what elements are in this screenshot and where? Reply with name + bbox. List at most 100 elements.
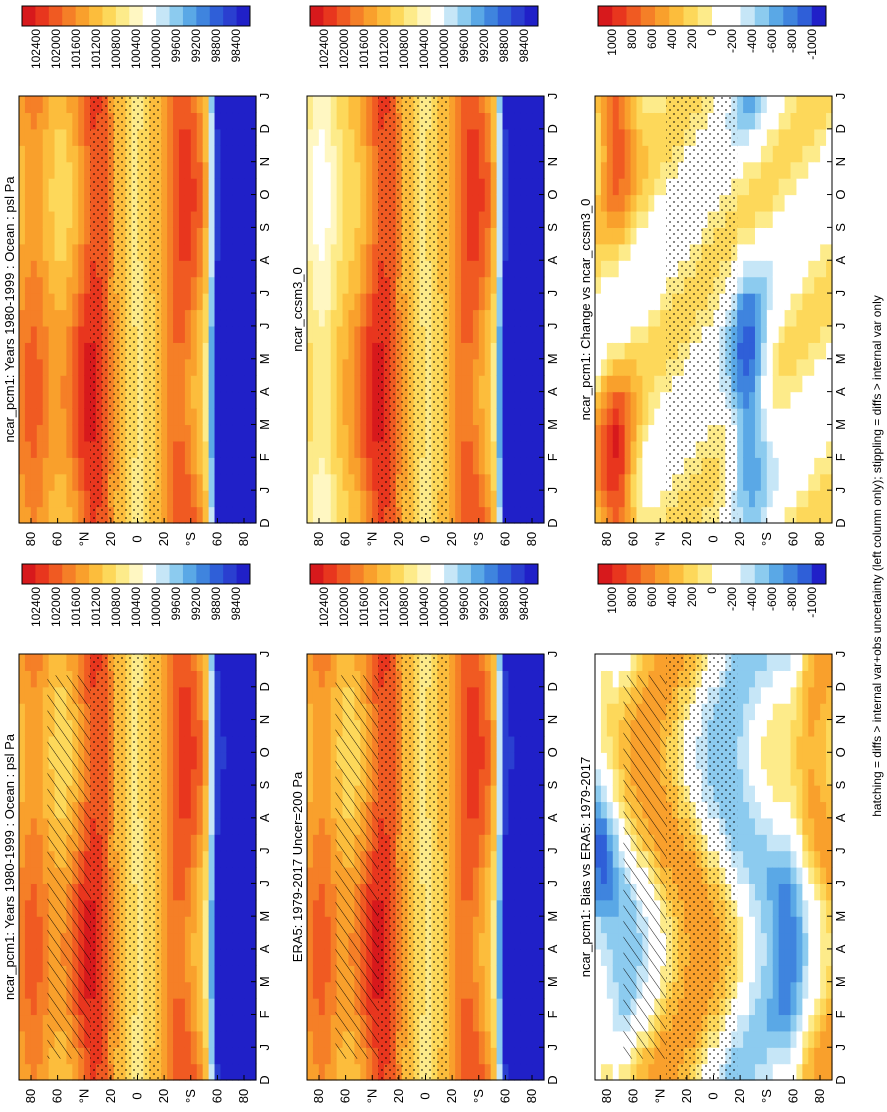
heatmap-cell <box>250 96 257 114</box>
heatmap-cell <box>330 883 338 901</box>
heatmap-cell <box>496 457 504 475</box>
heatmap-cell <box>508 752 515 770</box>
heatmap-cell <box>330 850 338 868</box>
heatmap-cell <box>24 735 32 753</box>
heatmap-cell <box>214 161 222 179</box>
heatmap-cell <box>312 785 320 803</box>
heatmap-cell <box>161 850 168 868</box>
heatmap-cell <box>202 981 210 999</box>
heatmap-cell <box>312 408 320 426</box>
heatmap-cell <box>514 932 521 950</box>
heatmap-cell <box>526 243 533 261</box>
heatmap-cell <box>595 735 602 753</box>
heatmap-cell <box>60 457 67 475</box>
heatmap-cell <box>496 325 504 343</box>
heatmap-cell <box>214 194 222 212</box>
heatmap-cell <box>490 834 498 852</box>
heatmap-cell <box>19 293 26 311</box>
heatmap-cell <box>190 128 198 146</box>
heatmap-cell <box>66 325 73 343</box>
heatmap-cell <box>324 719 332 737</box>
heatmap-cell <box>226 998 233 1016</box>
heatmap-cell <box>226 932 233 950</box>
heatmap-cell <box>455 96 462 114</box>
heatmap-cell <box>307 867 314 884</box>
heatmap-cell <box>214 932 222 950</box>
heatmap-cell <box>484 719 492 737</box>
heatmap-cell <box>232 719 239 737</box>
heatmap-cell <box>238 670 245 688</box>
heatmap-cell <box>330 752 338 770</box>
heatmap-cell <box>372 128 379 146</box>
heatmap-cell <box>42 210 50 228</box>
colorbar-swatch <box>196 564 211 584</box>
heatmap-cell <box>472 801 480 819</box>
heatmap-cell <box>250 145 257 163</box>
heatmap-cell <box>72 112 79 130</box>
month-tick-label: S <box>257 223 272 232</box>
heatmap-cell <box>532 768 539 786</box>
heatmap-cell <box>173 932 180 950</box>
heatmap-cell <box>72 424 79 442</box>
heatmap-cell <box>178 883 186 901</box>
heatmap-cell <box>196 440 204 458</box>
heatmap-cell <box>36 948 44 966</box>
colorbar-tick-label: 102400 <box>317 29 331 69</box>
heatmap-cell <box>214 260 222 278</box>
heatmap-cell <box>502 703 510 721</box>
heatmap-cell <box>520 490 527 508</box>
heatmap-cell <box>167 867 174 884</box>
heatmap-cell <box>190 768 198 786</box>
heatmap-cell <box>318 358 326 376</box>
heatmap-cell <box>24 490 32 508</box>
heatmap-cell <box>36 194 44 212</box>
heatmap-cell <box>232 948 239 966</box>
heatmap-cell <box>538 998 545 1016</box>
heatmap-cell <box>612 932 620 950</box>
heatmap-cell <box>226 703 233 721</box>
heatmap-cell <box>466 473 474 491</box>
heatmap-cell <box>196 981 204 999</box>
heatmap-cell <box>190 440 198 458</box>
heatmap-cell <box>455 358 462 376</box>
heatmap-cell <box>232 408 239 426</box>
colorbar-swatch <box>75 6 90 26</box>
heatmap-cell <box>250 178 257 196</box>
heatmap-cell <box>24 785 32 803</box>
heatmap-cell <box>238 391 245 409</box>
colorbar-swatch <box>377 6 391 26</box>
heatmap-cell <box>520 785 527 803</box>
heatmap-cell <box>312 981 320 999</box>
heatmap-cell <box>496 342 504 360</box>
heatmap-cell <box>42 867 50 884</box>
heatmap-cell <box>532 654 539 671</box>
heatmap-cell <box>36 145 44 163</box>
heatmap-cell <box>24 686 32 704</box>
heatmap-cell <box>478 457 486 475</box>
heatmap-cell <box>226 243 233 261</box>
heatmap-cell <box>307 801 314 819</box>
heatmap-cell <box>202 965 210 983</box>
heatmap-cell <box>496 850 504 868</box>
heatmap-cell <box>348 408 355 426</box>
heatmap-cell <box>30 1047 38 1065</box>
heatmap-cell <box>630 1063 638 1081</box>
heatmap-cell <box>30 1030 38 1048</box>
heatmap-cell <box>214 719 222 737</box>
heatmap-cell <box>600 834 608 852</box>
heatmap-cell <box>514 948 521 966</box>
heatmap-cell <box>618 768 626 786</box>
heatmap-cell <box>514 161 521 179</box>
colorbar-tick-label: 101600 <box>357 29 371 69</box>
heatmap-cell <box>232 276 239 294</box>
heatmap-cell <box>66 128 73 146</box>
heatmap-cell <box>36 260 44 278</box>
heatmap-cell <box>226 227 233 245</box>
heatmap-cell <box>178 96 186 114</box>
heatmap-cell <box>336 440 344 458</box>
heatmap-cell <box>508 768 515 786</box>
heatmap-cell <box>312 210 320 228</box>
heatmap-cell <box>232 260 239 278</box>
heatmap-cell <box>232 965 239 983</box>
heatmap-cell <box>490 867 498 884</box>
